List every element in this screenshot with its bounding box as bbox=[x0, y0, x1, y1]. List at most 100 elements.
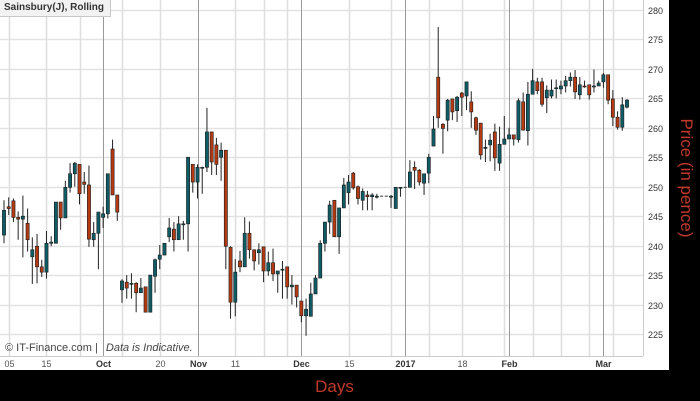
candle-body bbox=[459, 92, 464, 98]
candle bbox=[450, 98, 455, 121]
candle bbox=[407, 160, 412, 188]
candle-body bbox=[124, 281, 129, 289]
candle-body bbox=[54, 201, 58, 244]
candle bbox=[308, 282, 313, 317]
candle bbox=[610, 90, 615, 127]
candle-body bbox=[20, 215, 25, 220]
y-tick-label: 265 bbox=[648, 94, 663, 104]
candle-body bbox=[219, 149, 224, 158]
candle bbox=[87, 165, 91, 247]
candle-body bbox=[497, 144, 502, 164]
copyright-text: © IT-Finance.com bbox=[5, 342, 92, 354]
candle bbox=[469, 91, 474, 128]
x-axis-label: Days bbox=[315, 377, 354, 396]
candle-body bbox=[610, 98, 615, 118]
candle-body bbox=[115, 194, 120, 213]
candle-body bbox=[511, 134, 516, 140]
candle-body bbox=[68, 173, 72, 188]
candle bbox=[492, 123, 497, 171]
candle bbox=[393, 187, 398, 209]
candle-body bbox=[190, 164, 195, 183]
candle bbox=[370, 193, 375, 211]
candle bbox=[134, 282, 139, 313]
candle-body bbox=[544, 89, 549, 99]
candle-body bbox=[455, 96, 459, 112]
axes: 225 230 235 240 245 250 255 260 265 270 275 280 05 15… bbox=[0, 0, 663, 369]
candle bbox=[49, 236, 54, 247]
candle-body bbox=[105, 173, 110, 215]
candle bbox=[30, 237, 35, 284]
candle bbox=[422, 173, 426, 195]
candle-body bbox=[290, 284, 294, 288]
candle bbox=[115, 194, 120, 221]
y-tick-label: 225 bbox=[648, 330, 663, 340]
x-tick-label: Feb bbox=[501, 359, 518, 369]
candle bbox=[483, 139, 488, 162]
candle-body bbox=[587, 84, 592, 96]
candle-body bbox=[44, 242, 49, 273]
candle-body bbox=[360, 191, 365, 201]
candle bbox=[502, 116, 507, 145]
x-tick-label: 18 bbox=[457, 359, 467, 369]
candle-body bbox=[346, 181, 351, 193]
candle bbox=[186, 156, 190, 252]
candle-body bbox=[72, 162, 77, 175]
candle-body bbox=[238, 260, 242, 268]
candlestick-chart: 225 230 235 240 245 250 255 260 265 270 275 280 05 15… bbox=[0, 0, 663, 369]
y-tick-label: 280 bbox=[648, 6, 663, 16]
candle-body bbox=[412, 166, 417, 171]
candle-body bbox=[233, 271, 238, 303]
candle-body bbox=[143, 286, 148, 313]
candle bbox=[521, 92, 526, 131]
candle bbox=[58, 201, 63, 230]
candle bbox=[606, 74, 611, 105]
candle-body bbox=[507, 134, 511, 140]
watermark: © IT-Finance.com | Data is Indicative. bbox=[5, 342, 193, 354]
candle bbox=[290, 275, 294, 305]
candle-body bbox=[483, 146, 488, 149]
candle-body bbox=[209, 131, 214, 163]
candle bbox=[233, 259, 238, 317]
candle bbox=[464, 81, 469, 111]
candle bbox=[544, 85, 549, 114]
candle bbox=[554, 79, 559, 99]
candle-body bbox=[271, 262, 275, 275]
candle bbox=[72, 161, 77, 187]
candle bbox=[167, 217, 172, 243]
candle bbox=[474, 116, 478, 135]
candle bbox=[313, 275, 318, 295]
candle bbox=[356, 185, 360, 205]
candle bbox=[592, 69, 596, 93]
candle-body bbox=[186, 156, 190, 225]
candle-body bbox=[374, 195, 379, 198]
x-tick-label: 15 bbox=[344, 359, 354, 369]
y-tick-label: 245 bbox=[648, 212, 663, 222]
candle bbox=[238, 250, 242, 273]
candle-body bbox=[554, 87, 559, 90]
candle bbox=[54, 201, 58, 244]
x-tick-label: 20 bbox=[155, 359, 165, 369]
candle-body bbox=[549, 89, 554, 97]
candle-body bbox=[573, 76, 577, 93]
candle bbox=[77, 164, 82, 205]
candle bbox=[497, 126, 502, 171]
candle-body bbox=[30, 249, 35, 258]
candle-body bbox=[332, 199, 337, 238]
candle-body bbox=[181, 223, 186, 226]
candle bbox=[332, 199, 337, 238]
candle bbox=[535, 77, 540, 95]
candle-body bbox=[205, 131, 209, 168]
candle bbox=[323, 221, 327, 252]
candle bbox=[360, 188, 365, 211]
candle bbox=[101, 206, 106, 228]
candle bbox=[294, 284, 299, 308]
candle bbox=[68, 163, 72, 193]
candle-body bbox=[91, 232, 96, 241]
candle bbox=[91, 222, 96, 247]
candle-body bbox=[96, 211, 101, 234]
candle-body bbox=[436, 76, 441, 119]
candle bbox=[577, 77, 582, 100]
candle-body bbox=[426, 156, 431, 174]
candle bbox=[209, 131, 214, 175]
candle-body bbox=[266, 262, 271, 272]
